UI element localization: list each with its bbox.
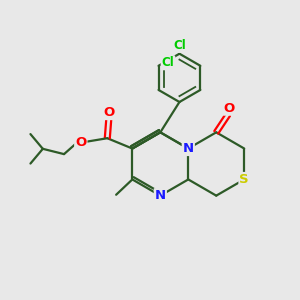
Text: N: N — [183, 142, 194, 155]
Text: O: O — [103, 106, 114, 119]
Text: Cl: Cl — [162, 56, 174, 69]
Text: O: O — [75, 136, 86, 149]
Text: O: O — [224, 102, 235, 115]
Text: Cl: Cl — [173, 39, 186, 52]
Text: N: N — [155, 189, 166, 202]
Text: S: S — [239, 173, 249, 186]
